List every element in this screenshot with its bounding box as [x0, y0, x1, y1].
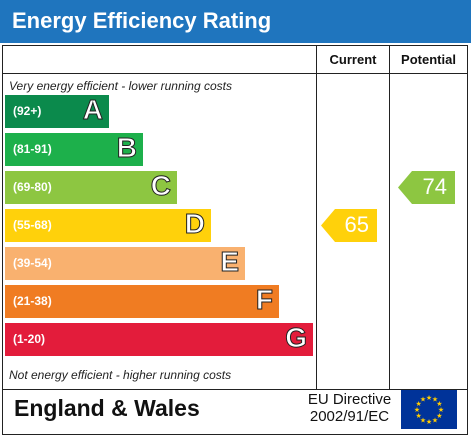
rating-frame: [2, 45, 468, 435]
band-range-g: (1-20): [13, 332, 46, 346]
bottom-note: Not energy efficient - higher running co…: [9, 368, 232, 382]
band-range-a: (92+): [13, 104, 42, 118]
footer-divider: [2, 389, 468, 390]
band-letter-d: D: [184, 208, 205, 240]
column-divider-current: [316, 45, 317, 390]
current-rating-arrow: 65: [321, 209, 377, 242]
flag-star: ★: [420, 396, 426, 404]
flag-star: ★: [432, 396, 438, 404]
band-range-d: (55-68): [13, 218, 52, 232]
flag-star: ★: [436, 412, 442, 420]
flag-star: ★: [432, 416, 438, 424]
band-d: (55-68) D: [5, 208, 211, 242]
title-bar: Energy Efficiency Rating: [0, 0, 471, 43]
flag-star: ★: [415, 400, 421, 408]
footer-region: England & Wales: [14, 395, 200, 421]
band-e: (39-54) E: [5, 246, 245, 280]
top-note: Very energy efficient - lower running co…: [9, 79, 232, 93]
band-g: (1-20) G: [5, 322, 313, 356]
band-letter-b: B: [116, 132, 137, 164]
flag-star: ★: [436, 400, 442, 408]
current-column-header: Current: [329, 52, 377, 67]
band-b: (81-91) B: [5, 132, 143, 166]
band-f: (21-38) F: [5, 284, 279, 318]
flag-star: ★: [420, 416, 426, 424]
band-range-b: (81-91): [13, 142, 52, 156]
flag-star: ★: [426, 394, 432, 402]
flag-star: ★: [438, 406, 444, 414]
eu-flag-icon: ★ ★ ★ ★ ★ ★ ★ ★ ★ ★ ★ ★: [401, 390, 457, 429]
eu-directive-line2: 2002/91/EC: [309, 408, 390, 425]
band-c: (69-80) C: [5, 170, 177, 204]
band-range-e: (39-54): [13, 256, 52, 270]
band-letter-f: F: [255, 284, 273, 316]
band-letter-c: C: [150, 170, 171, 202]
band-letter-g: G: [285, 322, 308, 354]
column-divider-potential: [389, 45, 390, 390]
band-letter-e: E: [220, 246, 240, 278]
flag-star: ★: [414, 406, 420, 414]
current-rating-arrow-value: 65: [344, 212, 369, 237]
band-range-f: (21-38): [13, 294, 52, 308]
header-divider: [2, 73, 468, 74]
band-a: (92+) A: [5, 94, 109, 128]
band-letter-a: A: [82, 94, 103, 126]
potential-column-header: Potential: [401, 52, 456, 67]
flag-star: ★: [415, 412, 421, 420]
chart-title: Energy Efficiency Rating: [12, 8, 272, 33]
band-range-c: (69-80): [13, 180, 52, 194]
potential-rating-arrow: 74: [398, 171, 455, 204]
potential-rating-arrow-value: 74: [422, 174, 447, 199]
flag-star: ★: [426, 418, 432, 426]
eu-directive-line1: EU Directive: [307, 391, 392, 408]
eu-directive: EU Directive 2002/91/EC: [302, 391, 397, 425]
